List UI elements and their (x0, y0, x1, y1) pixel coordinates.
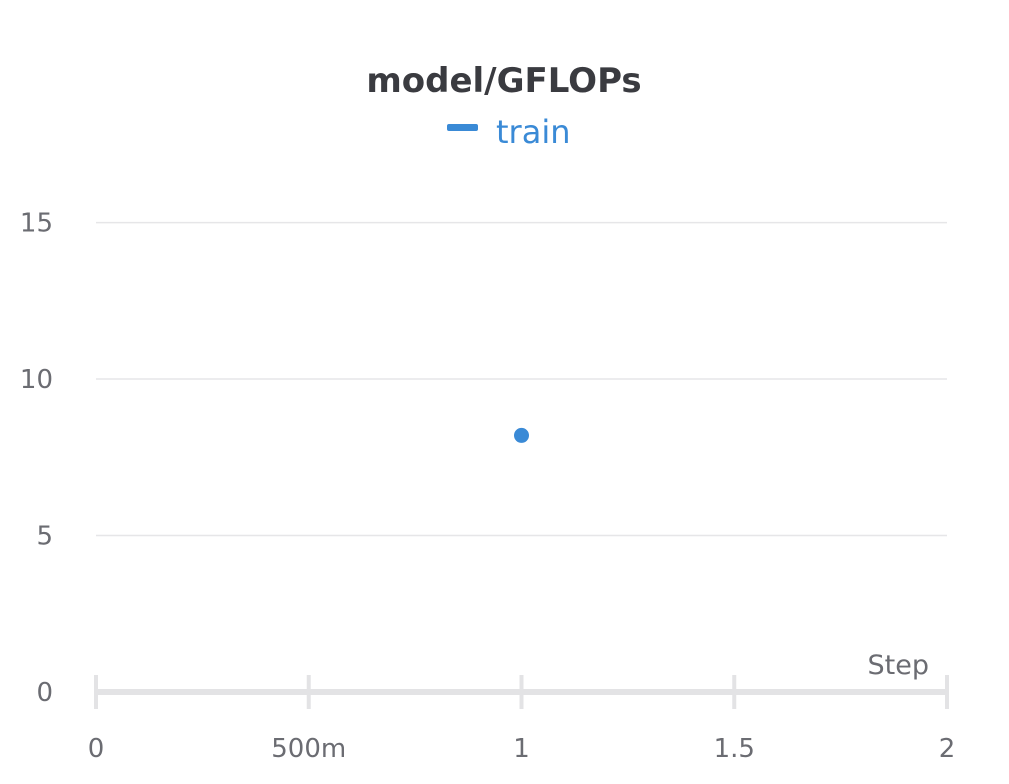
x-tick-label: 1.5 (714, 734, 755, 764)
legend-swatch-train (447, 124, 478, 131)
y-tick-label: 5 (36, 522, 53, 552)
chart-title: model/GFLOPs (366, 61, 641, 101)
grid (96, 221, 947, 537)
x-axis (94, 675, 949, 709)
legend-label-train[interactable]: train (496, 113, 570, 151)
x-tick-label: 0 (88, 734, 105, 764)
y-tick-label: 15 (20, 209, 53, 239)
x-tick-label: 2 (939, 734, 956, 764)
x-tick-label: 500m (271, 734, 346, 764)
x-tick-labels: 0 500m 1 1.5 2 (88, 734, 956, 764)
data-point-train[interactable] (514, 427, 529, 443)
data-points (514, 427, 529, 443)
legend[interactable]: train (447, 113, 570, 151)
y-tick-label: 10 (20, 365, 53, 395)
x-axis-title: Step (868, 650, 929, 681)
x-tick-label: 1 (513, 734, 530, 764)
y-axis: 0 5 10 15 (20, 209, 53, 708)
y-tick-label: 0 (36, 678, 53, 708)
